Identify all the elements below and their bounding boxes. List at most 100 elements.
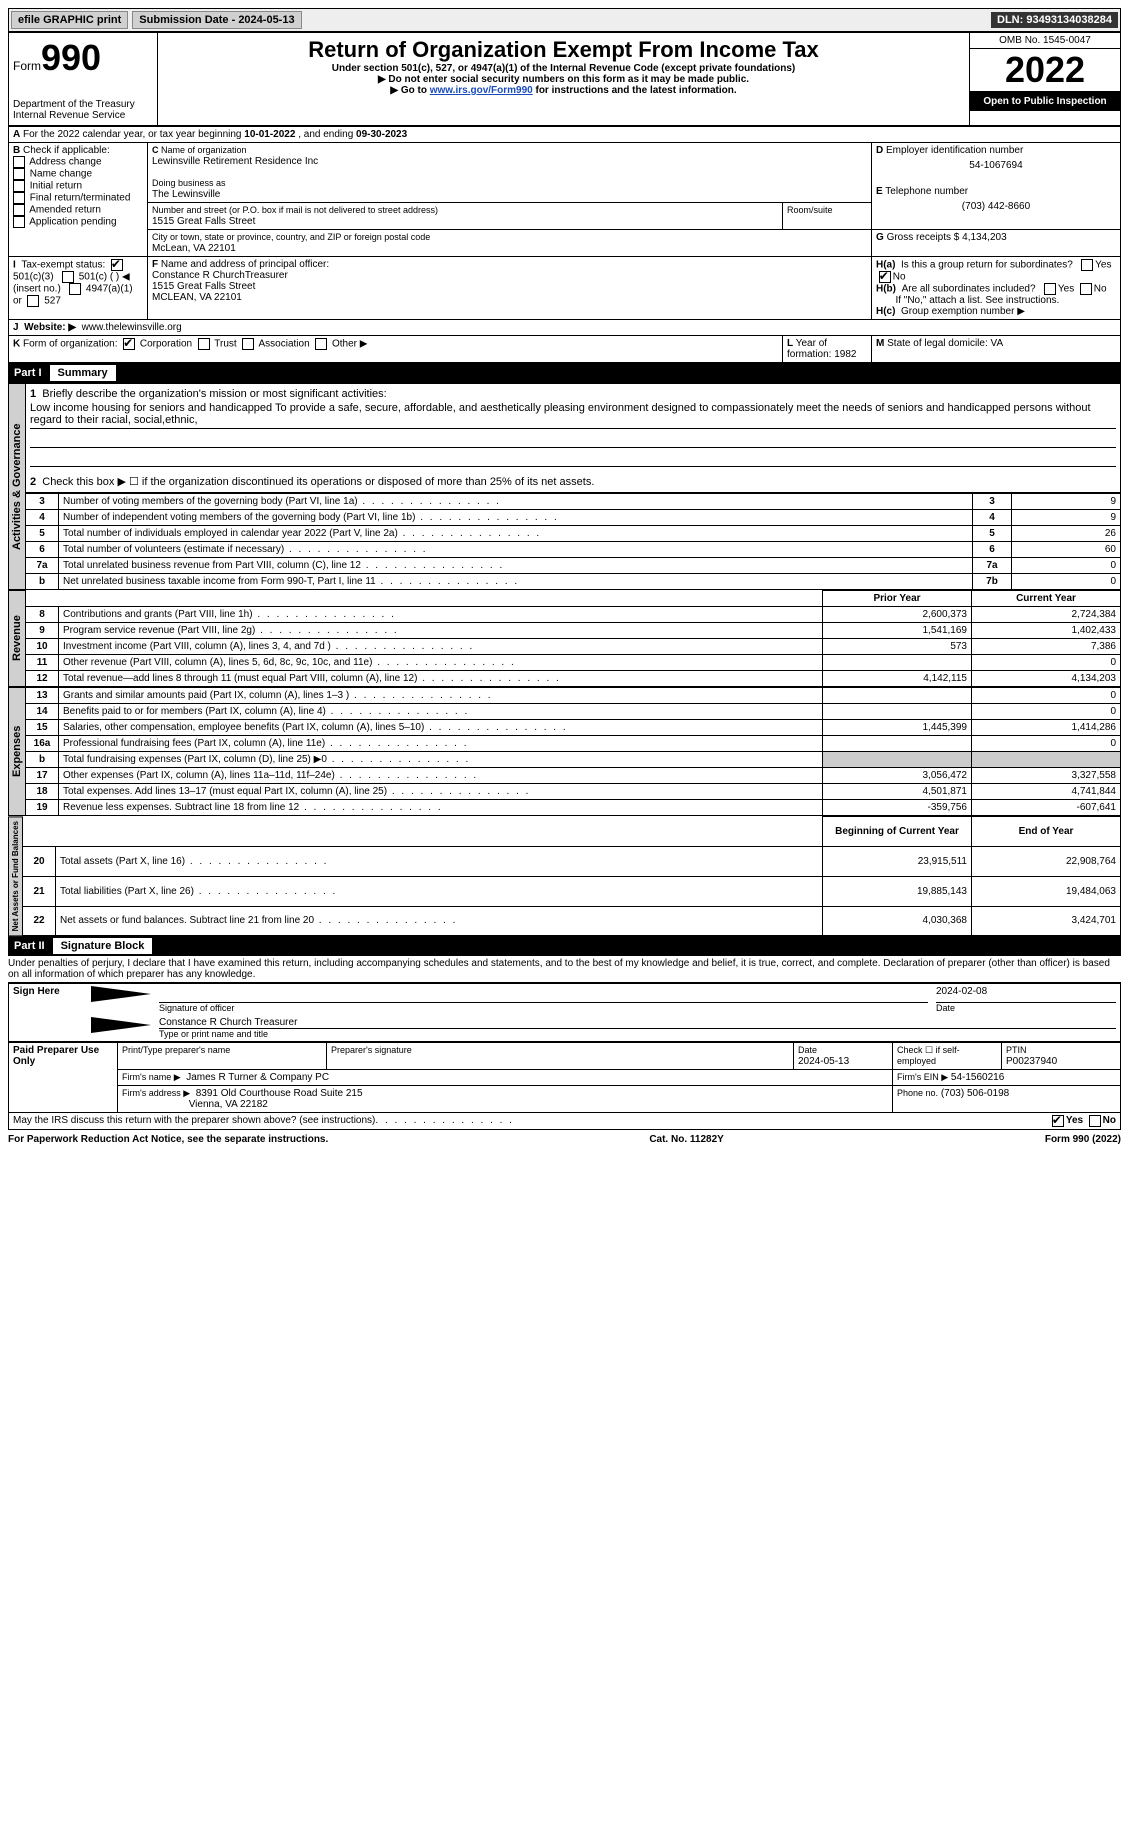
sign-here-block: Sign Here Signature of officer 2024-02-0… xyxy=(8,983,1121,1042)
line-num: 13 xyxy=(26,688,59,704)
line2: Check this box ▶ ☐ if the organization d… xyxy=(42,476,594,488)
check-other[interactable] xyxy=(315,338,327,350)
line-num: 4 xyxy=(26,510,59,526)
line-desc: Professional fundraising fees (Part IX, … xyxy=(59,736,823,752)
check-initial-return[interactable] xyxy=(13,180,25,192)
paid-preparer-block: Paid Preparer Use Only Print/Type prepar… xyxy=(8,1042,1121,1113)
irs-label: Internal Revenue Service xyxy=(13,110,153,121)
line-desc: Investment income (Part VIII, column (A)… xyxy=(59,639,823,655)
prior-value xyxy=(823,736,972,752)
prior-value: 4,030,368 xyxy=(823,906,972,936)
summary-revenue: Prior Year Current Year 8 Contributions … xyxy=(26,590,1121,687)
check-final-return[interactable] xyxy=(13,192,25,204)
subtitle-2: ▶ Do not enter social security numbers o… xyxy=(162,74,965,85)
line-desc: Total expenses. Add lines 13–17 (must eq… xyxy=(59,784,823,800)
section-b: B Check if applicable: Address change Na… xyxy=(9,143,148,257)
line-desc: Total number of individuals employed in … xyxy=(59,526,973,542)
line-box: 3 xyxy=(973,494,1012,510)
line-num: 5 xyxy=(26,526,59,542)
line-box: 7a xyxy=(973,558,1012,574)
check-4947[interactable] xyxy=(69,283,81,295)
line-desc: Other expenses (Part IX, column (A), lin… xyxy=(59,768,823,784)
form-header: Form990 Department of the Treasury Inter… xyxy=(8,32,1121,126)
current-value: 4,741,844 xyxy=(972,784,1121,800)
hb-yes[interactable] xyxy=(1044,283,1056,295)
arrow-icon xyxy=(91,986,151,1002)
check-amended[interactable] xyxy=(13,204,25,216)
line-desc: Salaries, other compensation, employee b… xyxy=(59,720,823,736)
section-c-street: Number and street (or P.O. box if mail i… xyxy=(148,203,783,230)
check-trust[interactable] xyxy=(198,338,210,350)
footer-right: Form 990 (2022) xyxy=(1045,1134,1121,1145)
room-suite: Room/suite xyxy=(783,203,872,230)
discuss-no[interactable] xyxy=(1089,1115,1101,1127)
row-a: A For the 2022 calendar year, or tax yea… xyxy=(9,127,1121,143)
dln: DLN: 93493134038284 xyxy=(991,12,1118,28)
current-value: 1,402,433 xyxy=(972,623,1121,639)
line-box: 7b xyxy=(973,574,1012,590)
line-desc: Other revenue (Part VIII, column (A), li… xyxy=(59,655,823,671)
check-501c-other[interactable] xyxy=(62,271,74,283)
line-num: b xyxy=(26,752,59,768)
line-num: b xyxy=(26,574,59,590)
prior-value: -359,756 xyxy=(823,800,972,816)
line-desc: Number of independent voting members of … xyxy=(59,510,973,526)
page-footer: For Paperwork Reduction Act Notice, see … xyxy=(8,1130,1121,1145)
current-value: 7,386 xyxy=(972,639,1121,655)
line-num: 12 xyxy=(26,671,59,687)
prior-value: 1,445,399 xyxy=(823,720,972,736)
irs-link[interactable]: www.irs.gov/Form990 xyxy=(430,85,533,96)
check-assoc[interactable] xyxy=(242,338,254,350)
efile-print-button[interactable]: efile GRAPHIC print xyxy=(11,11,128,29)
hb-no[interactable] xyxy=(1080,283,1092,295)
line-desc: Number of voting members of the governin… xyxy=(59,494,973,510)
col-end: End of Year xyxy=(972,817,1121,847)
line-num: 21 xyxy=(23,876,56,906)
discuss-row: May the IRS discuss this return with the… xyxy=(8,1113,1121,1130)
discuss-yes[interactable] xyxy=(1052,1115,1064,1127)
check-corp[interactable] xyxy=(123,338,135,350)
form-number: Form990 xyxy=(13,37,153,79)
mission-text: Low income housing for seniors and handi… xyxy=(30,400,1116,429)
submission-date: Submission Date - 2024-05-13 xyxy=(132,11,301,29)
section-d-e: D Employer identification number 54-1067… xyxy=(872,143,1121,230)
section-c-name: C Name of organization Lewinsville Retir… xyxy=(148,143,872,203)
prior-value: 19,885,143 xyxy=(823,876,972,906)
summary-expenses: 13 Grants and similar amounts paid (Part… xyxy=(26,687,1121,816)
line-box: 4 xyxy=(973,510,1012,526)
section-j: J Website: ▶ www.thelewinsville.org xyxy=(9,320,1121,336)
part1-header: Part I Summary xyxy=(8,363,1121,383)
line-num: 22 xyxy=(23,906,56,936)
prior-value: 573 xyxy=(823,639,972,655)
line-desc: Program service revenue (Part VIII, line… xyxy=(59,623,823,639)
tax-year: 2022 xyxy=(970,49,1120,92)
check-name-change[interactable] xyxy=(13,168,25,180)
ha-no[interactable] xyxy=(879,271,891,283)
summary-activities: 3 Number of voting members of the govern… xyxy=(26,493,1121,590)
prior-value xyxy=(823,655,972,671)
line-num: 14 xyxy=(26,704,59,720)
summary-netassets: Beginning of Current Year End of Year 20… xyxy=(23,816,1121,936)
open-inspection: Open to Public Inspection xyxy=(970,92,1120,111)
ha-yes[interactable] xyxy=(1081,259,1093,271)
check-501c3[interactable] xyxy=(111,259,123,271)
line-desc: Net unrelated business taxable income fr… xyxy=(59,574,973,590)
arrow-icon xyxy=(91,1017,151,1033)
line-num: 20 xyxy=(23,846,56,876)
prior-value xyxy=(823,704,972,720)
check-app-pending[interactable] xyxy=(13,216,25,228)
penalties-text: Under penalties of perjury, I declare th… xyxy=(8,956,1121,983)
prior-value xyxy=(823,688,972,704)
line-box: 6 xyxy=(973,542,1012,558)
cell-shaded xyxy=(823,752,972,768)
tab-activities: Activities & Governance xyxy=(8,383,26,590)
part2-header: Part II Signature Block xyxy=(8,936,1121,956)
line-desc: Total unrelated business revenue from Pa… xyxy=(59,558,973,574)
check-527[interactable] xyxy=(27,295,39,307)
sign-here-label: Sign Here xyxy=(9,984,88,1042)
current-value: 3,424,701 xyxy=(972,906,1121,936)
check-address-change[interactable] xyxy=(13,156,25,168)
section-m: M State of legal domicile: VA xyxy=(872,336,1121,363)
prior-value: 4,501,871 xyxy=(823,784,972,800)
line-num: 9 xyxy=(26,623,59,639)
